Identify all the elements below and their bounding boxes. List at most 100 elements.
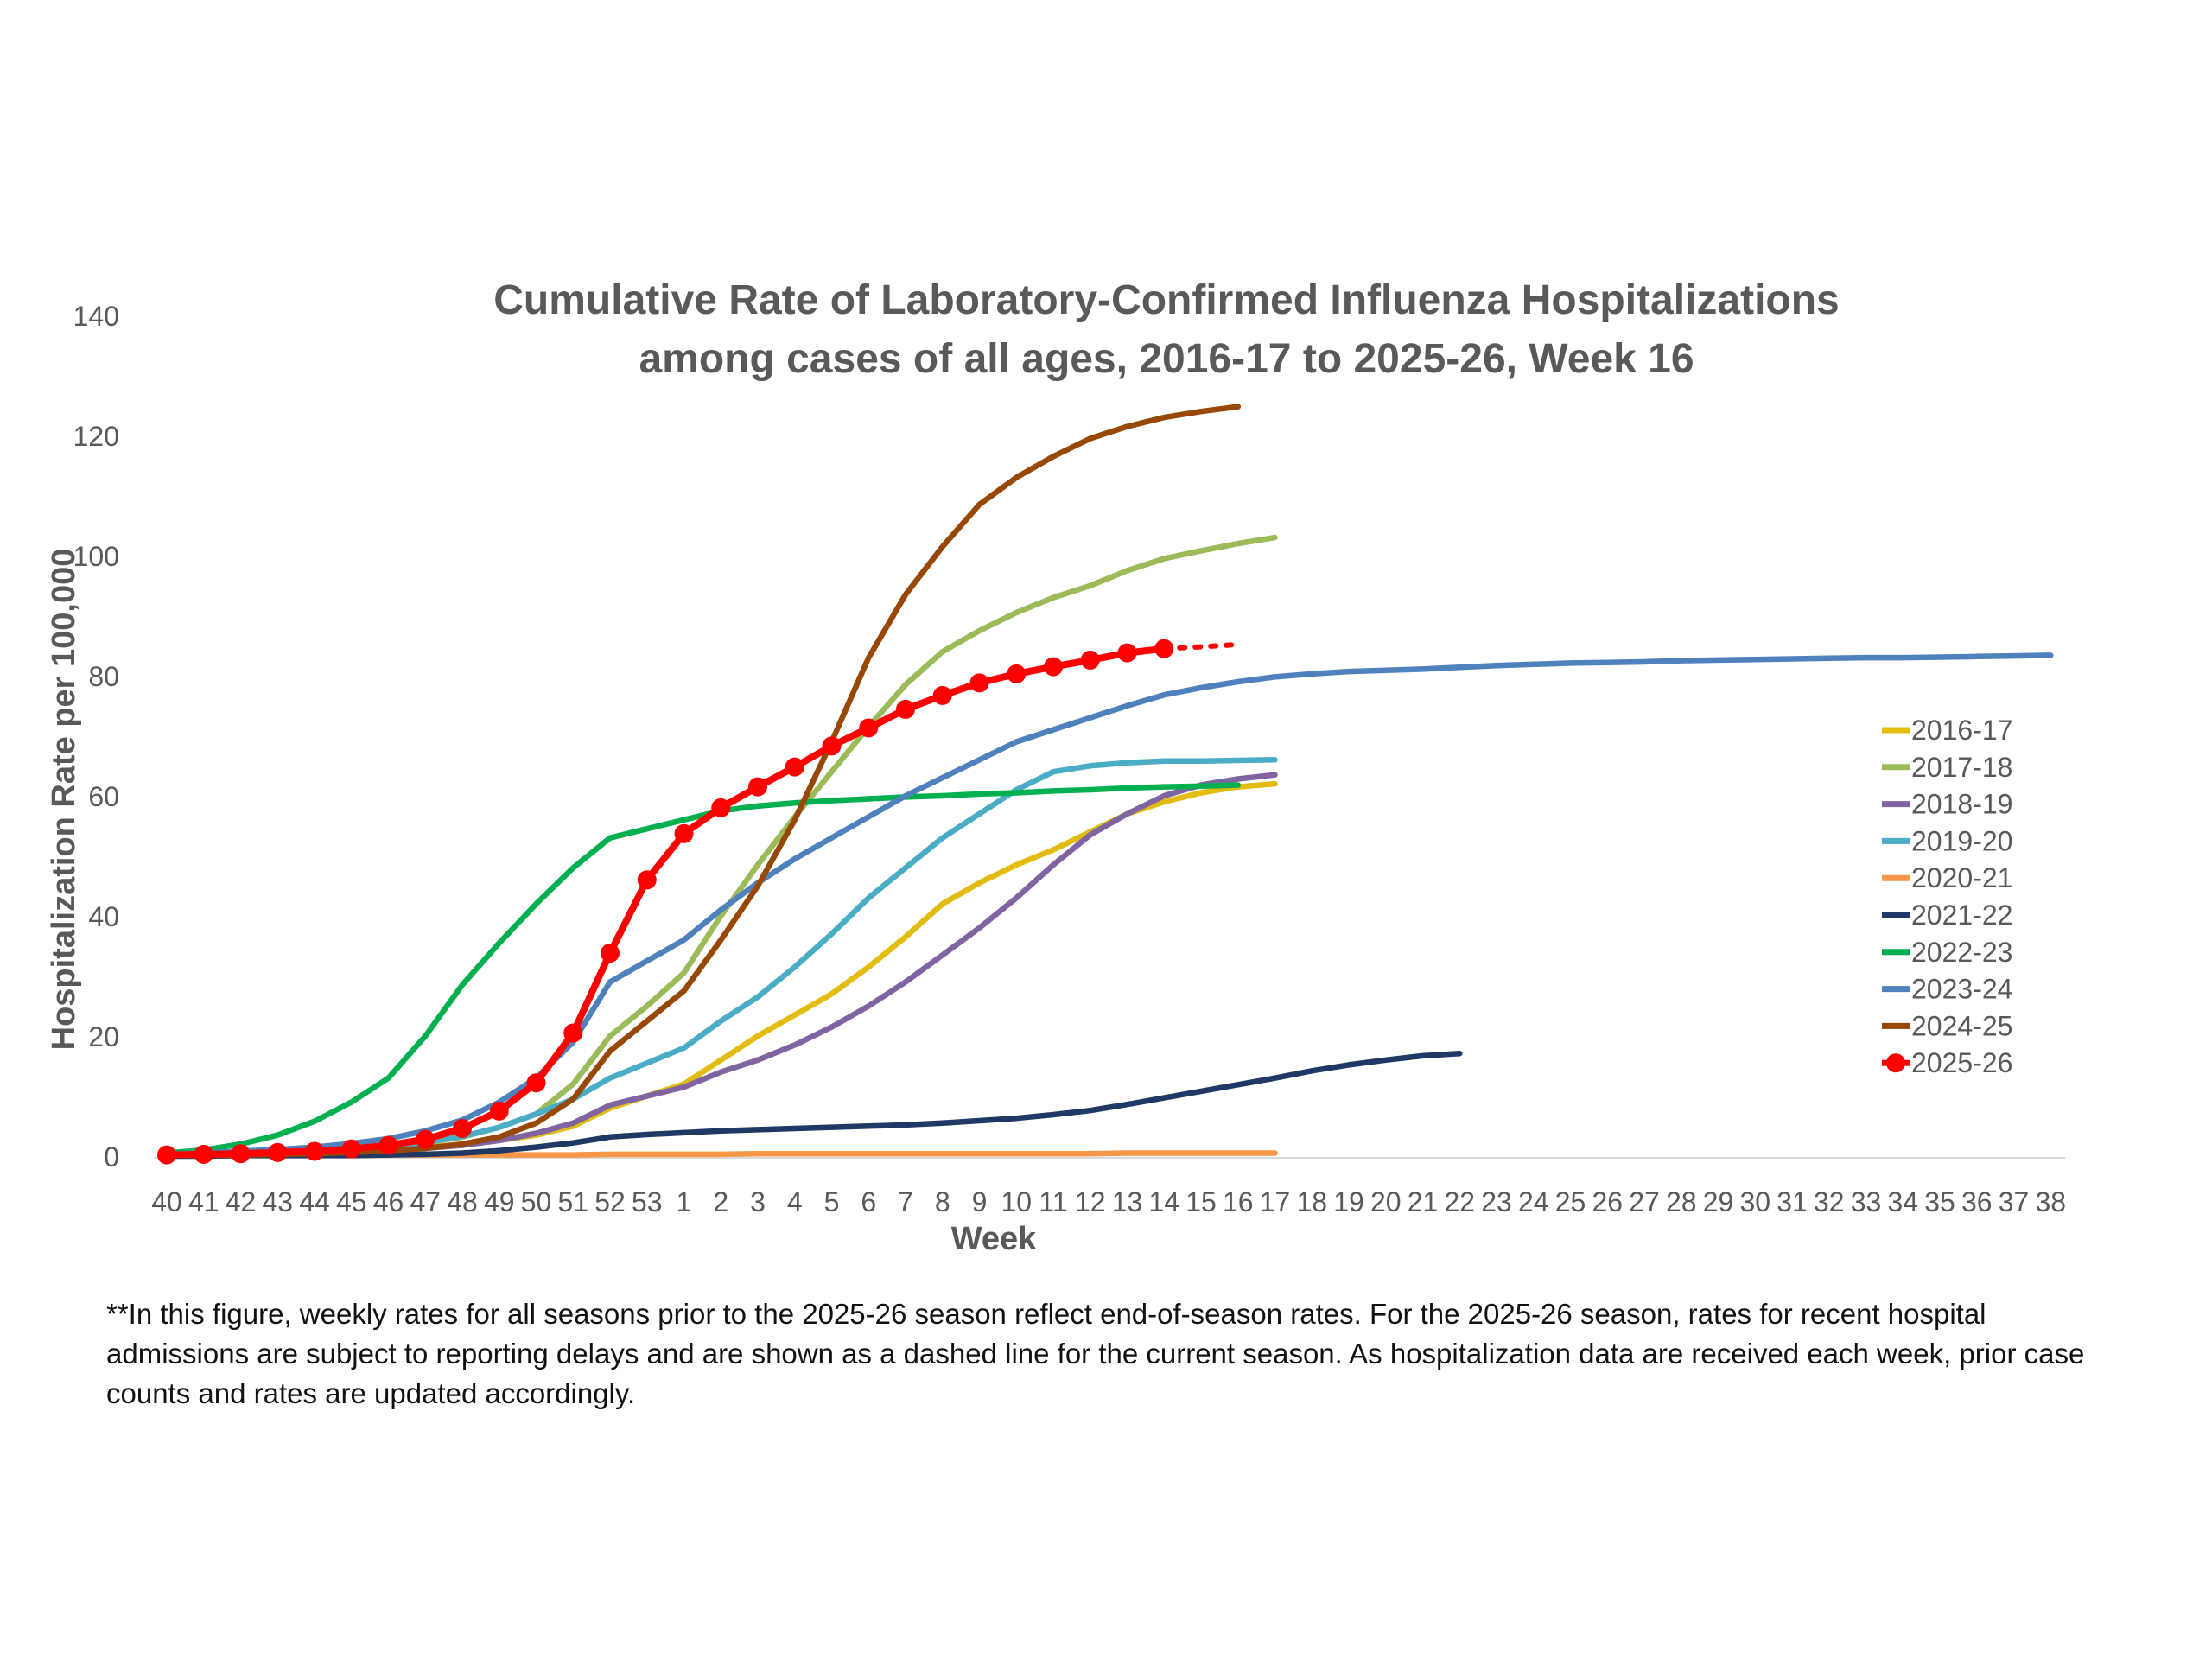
series-dashed-extension-2025-26	[1161, 641, 1241, 652]
series-line-2021-22	[163, 1050, 1463, 1160]
data-point-2025-26	[526, 1073, 546, 1093]
x-tick-label: 35	[1924, 1186, 1955, 1217]
series-line-2016-17	[163, 780, 1278, 1159]
x-tick-label: 26	[1592, 1186, 1623, 1217]
data-point-2025-26	[601, 944, 620, 963]
x-tick-label: 46	[373, 1186, 404, 1217]
series-line-2024-25	[163, 404, 1242, 1159]
legend-label: 2018-19	[1911, 789, 2012, 820]
x-tick-label: 42	[226, 1186, 257, 1217]
legend-label: 2020-21	[1911, 862, 2012, 893]
y-tick-label: 0	[104, 1141, 119, 1173]
data-point-2025-26	[489, 1101, 509, 1121]
data-point-2025-26	[378, 1135, 398, 1155]
y-tick-label: 60	[88, 781, 119, 812]
x-tick-label: 45	[336, 1186, 367, 1217]
x-tick-label: 4	[787, 1186, 803, 1217]
data-point-2025-26	[563, 1023, 583, 1043]
x-tick-label: 13	[1112, 1186, 1143, 1217]
data-point-2025-26	[932, 685, 952, 705]
x-tick-label: 14	[1148, 1186, 1179, 1217]
x-tick-label: 33	[1851, 1186, 1882, 1217]
legend-item-2020-21: 2020-21	[1882, 862, 2012, 893]
y-tick-label: 80	[88, 661, 119, 692]
chart-title-line-2: among cases of all ages, 2016-17 to 2025…	[639, 336, 1694, 382]
x-tick-label: 50	[521, 1186, 552, 1217]
legend-item-2017-18: 2017-18	[1882, 752, 2012, 783]
data-point-2025-26	[157, 1145, 176, 1165]
x-tick-label: 40	[151, 1186, 182, 1217]
legend-label: 2016-17	[1911, 715, 2012, 746]
x-tick-label: 21	[1408, 1186, 1439, 1217]
x-tick-label: 1	[677, 1186, 692, 1217]
data-point-2025-26	[674, 823, 694, 843]
x-tick-label: 9	[972, 1186, 988, 1217]
data-point-2025-26	[231, 1144, 251, 1164]
x-tick-label: 3	[750, 1186, 766, 1217]
x-tick-label: 6	[861, 1186, 876, 1217]
x-tick-label: 29	[1703, 1186, 1734, 1217]
x-tick-label: 31	[1777, 1186, 1808, 1217]
data-point-2025-26	[748, 777, 767, 797]
series-line-2019-20	[163, 757, 1278, 1158]
x-tick-label: 41	[188, 1186, 219, 1217]
data-point-2025-26	[341, 1139, 361, 1159]
data-point-2025-26	[1154, 639, 1174, 658]
x-tick-label: 17	[1260, 1186, 1291, 1217]
y-axis-label: Hospitalization Rate per 100,000	[46, 549, 82, 1051]
series-line-2023-24	[163, 652, 2054, 1158]
legend-label: 2017-18	[1911, 752, 2012, 783]
x-tick-label: 8	[935, 1186, 950, 1217]
x-tick-label: 20	[1370, 1186, 1402, 1217]
x-tick-label: 2	[713, 1186, 728, 1217]
data-point-2025-26	[859, 718, 879, 738]
x-tick-label: 47	[410, 1186, 441, 1217]
data-point-2025-26	[822, 736, 842, 756]
x-tick-label: 34	[1887, 1186, 1918, 1217]
x-tick-label: 28	[1666, 1186, 1697, 1217]
x-axis-label: Week	[951, 1221, 1037, 1257]
x-tick-label: 53	[632, 1186, 663, 1217]
x-tick-label: 30	[1739, 1186, 1770, 1217]
data-point-2025-26	[305, 1141, 324, 1161]
data-point-2025-26	[1117, 643, 1137, 663]
legend-label: 2025-26	[1911, 1047, 2012, 1078]
x-tick-label: 19	[1333, 1186, 1364, 1217]
x-tick-label: 52	[594, 1186, 626, 1217]
x-tick-label: 48	[447, 1186, 478, 1217]
legend-label: 2024-25	[1911, 1010, 2012, 1041]
chart-title-line-1: Cumulative Rate of Laboratory-Confirmed …	[493, 277, 1840, 323]
data-point-2025-26	[453, 1119, 472, 1139]
legend-label: 2021-22	[1911, 899, 2012, 931]
x-tick-label: 38	[2035, 1186, 2066, 1217]
x-tick-label: 22	[1444, 1186, 1475, 1217]
data-point-2025-26	[785, 757, 804, 777]
x-tick-label: 51	[557, 1186, 588, 1217]
legend-item-2023-24: 2023-24	[1882, 974, 2012, 1005]
data-point-2025-26	[268, 1142, 288, 1162]
x-tick-label: 32	[1814, 1186, 1845, 1217]
data-point-2025-26	[1044, 657, 1063, 677]
legend-marker	[1886, 1053, 1905, 1073]
x-tick-label: 18	[1296, 1186, 1327, 1217]
x-tick-label: 27	[1629, 1186, 1660, 1217]
series-line-2025-26	[163, 645, 1168, 1159]
data-point-2025-26	[969, 673, 989, 693]
x-tick-label: 12	[1075, 1186, 1106, 1217]
x-tick-label: 5	[824, 1186, 840, 1217]
data-point-2025-26	[194, 1144, 213, 1164]
legend-item-2025-26: 2025-26	[1882, 1047, 2012, 1078]
x-tick-label: 10	[1001, 1186, 1032, 1217]
data-point-2025-26	[1080, 650, 1100, 670]
x-tick-label: 25	[1555, 1186, 1586, 1217]
data-point-2025-26	[711, 798, 731, 817]
series-line-2022-23	[163, 782, 1242, 1156]
x-tick-label: 15	[1185, 1186, 1217, 1217]
y-tick-label: 40	[88, 901, 119, 932]
data-point-2025-26	[637, 870, 657, 890]
legend-label: 2022-23	[1911, 937, 2012, 968]
x-tick-label: 44	[299, 1186, 330, 1217]
x-tick-label: 36	[1961, 1186, 1993, 1217]
legend-label: 2019-20	[1911, 825, 2012, 856]
